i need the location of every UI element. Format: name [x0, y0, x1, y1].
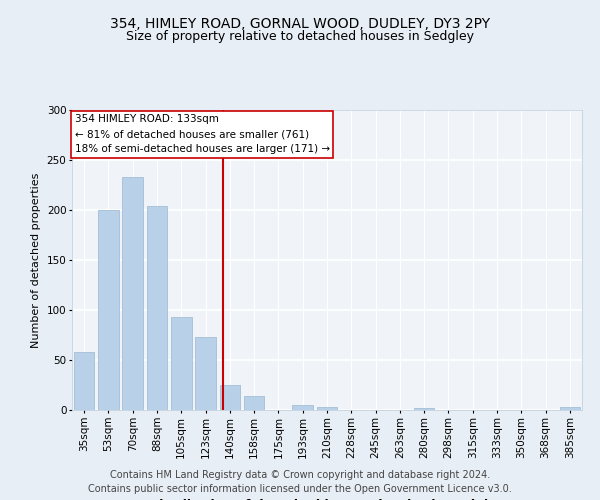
Y-axis label: Number of detached properties: Number of detached properties	[31, 172, 41, 348]
Bar	[414, 408, 434, 410]
Bar	[146, 206, 167, 410]
Bar	[220, 385, 240, 410]
Bar	[317, 407, 337, 410]
Bar	[560, 407, 580, 410]
Text: 354, HIMLEY ROAD, GORNAL WOOD, DUDLEY, DY3 2PY: 354, HIMLEY ROAD, GORNAL WOOD, DUDLEY, D…	[110, 18, 490, 32]
Bar	[98, 210, 119, 410]
Bar	[195, 337, 216, 410]
Bar	[122, 177, 143, 410]
Text: Size of property relative to detached houses in Sedgley: Size of property relative to detached ho…	[126, 30, 474, 43]
Text: Contains HM Land Registry data © Crown copyright and database right 2024.
Contai: Contains HM Land Registry data © Crown c…	[88, 470, 512, 494]
Bar	[292, 405, 313, 410]
Bar	[171, 317, 191, 410]
Text: 354 HIMLEY ROAD: 133sqm
← 81% of detached houses are smaller (761)
18% of semi-d: 354 HIMLEY ROAD: 133sqm ← 81% of detache…	[74, 114, 329, 154]
Bar	[244, 396, 265, 410]
Bar	[74, 352, 94, 410]
